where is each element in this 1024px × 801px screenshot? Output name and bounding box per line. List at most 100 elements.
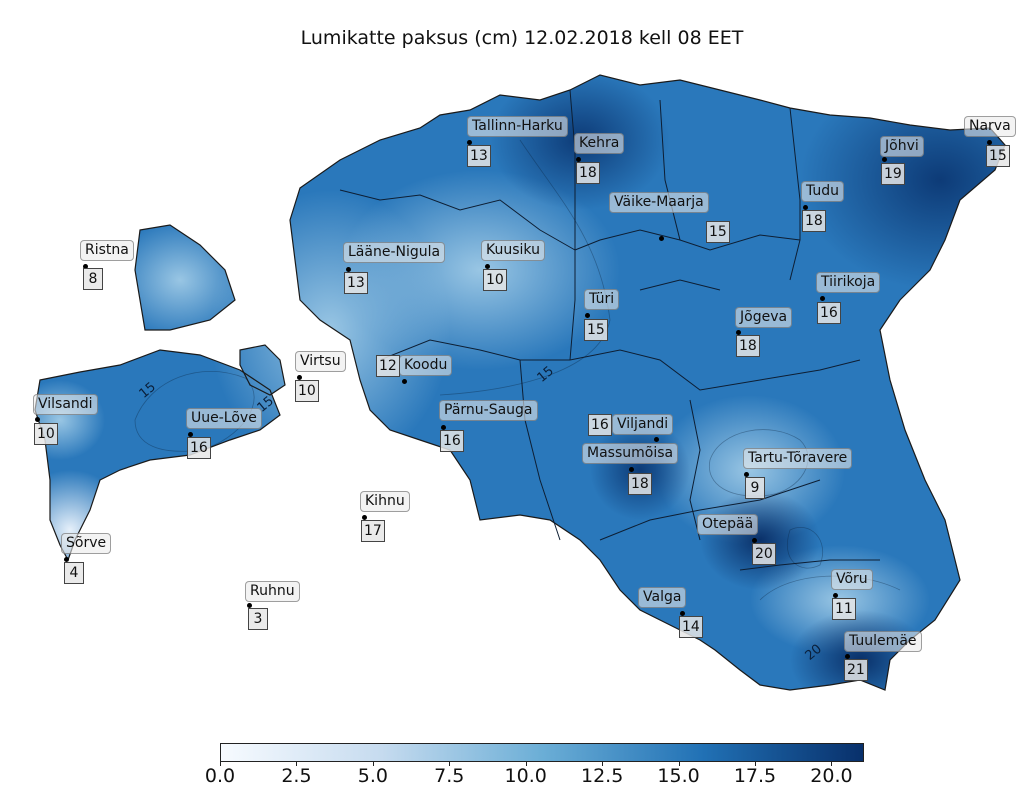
station-value: 16 [588,414,612,436]
station-name: Koodu [399,355,453,376]
station-dot [752,538,757,543]
station-dot [485,264,490,269]
station-dot [35,417,40,422]
station-dot [297,375,302,380]
colorbar-tick-label: 10.0 [504,765,547,787]
station-dot [346,267,351,272]
station-dot [820,296,825,301]
colorbar-tick-label: 15.0 [657,765,700,787]
colorbar-tick-label: 7.5 [434,765,465,787]
colorbar-tick-label: 0.0 [204,765,236,787]
station-name: Kehra [574,133,625,154]
station-value: 18 [802,210,826,232]
station-name: Võru [831,569,873,590]
station-value: 19 [881,163,905,185]
station-name: Uue-Lõve [186,408,262,429]
colorbar-tick [602,761,604,766]
station-name: Jõgeva [735,307,793,328]
station-value: 16 [187,437,211,459]
station-dot [188,432,193,437]
station-name: Tudu [801,181,845,202]
station-name: Türi [584,289,620,310]
station-name: Massumõisa [582,443,679,464]
station-dot [803,205,808,210]
station-name: Tallinn-Harku [467,116,568,137]
station-dot [362,515,367,520]
colorbar-tick [755,761,756,766]
station-name: Pärnu-Sauga [439,400,538,421]
station-value: 11 [832,598,856,620]
colorbar-tick [296,761,298,766]
station-name: Virtsu [295,351,346,372]
station-dot [845,654,850,659]
colorbar-tick [220,761,221,766]
station-name: Otepää [697,514,759,535]
contour-lines [134,139,901,601]
colorbar-tick-label: 5.0 [357,765,388,787]
station-value: 17 [361,520,385,542]
station-name: Tuulemäe [844,631,922,652]
station-value: 10 [34,423,58,445]
station-dot [659,236,664,241]
station-value: 16 [817,302,841,324]
station-name: Sõrve [61,533,112,554]
station-name: Vilsandi [33,394,98,415]
station-value: 18 [576,162,600,184]
station-dot [247,603,252,608]
station-value: 10 [483,269,507,291]
station-name: Ruhnu [245,581,300,602]
station-dot [744,472,749,477]
station-dot [629,467,634,472]
station-value: 18 [628,473,652,495]
station-name: Tartu-Tõravere [743,448,853,469]
station-dot [987,140,992,145]
colorbar-tick-label: 20.0 [810,765,853,787]
colorbar [220,743,864,762]
station-dot [736,330,741,335]
colorbar-tick [449,761,451,766]
county-borders [339,89,880,571]
colorbar-tick [831,761,833,766]
station-dot [585,313,590,318]
colorbar-tick [678,761,680,766]
station-name: Tiirikoja [816,272,881,293]
colorbar-tick-label: 12.5 [580,765,624,787]
colorbar-tick [372,761,374,766]
map-title: Lumikatte paksus (cm) 12.02.2018 kell 08… [300,27,744,49]
station-value: 10 [295,380,319,402]
station-dot [576,157,581,162]
station-value: 12 [376,355,400,377]
colorbar-tick-label: 17.5 [733,765,777,787]
station-value: 15 [986,145,1010,167]
station-name: Jõhvi [880,136,924,157]
station-value: 15 [584,319,608,341]
station-dot [441,425,446,430]
station-value: 16 [440,430,464,452]
station-dot [64,557,69,562]
station-value: 8 [83,268,103,290]
coastline [34,74,1006,691]
colorbar-tick [525,761,527,766]
station-dot [83,264,88,269]
station-name: Valga [638,587,687,608]
station-dot [402,379,407,384]
station-value: 15 [706,221,730,243]
station-dot [882,157,887,162]
station-dot [833,593,838,598]
station-value: 21 [844,659,868,681]
station-dot [654,437,659,442]
station-value: 13 [467,145,491,167]
station-name: Kuusiku [481,240,545,261]
station-name: Ristna [80,240,134,261]
station-value: 18 [736,335,760,357]
station-value: 4 [64,562,84,584]
station-name: Kihnu [360,491,410,512]
station-value: 20 [752,543,776,565]
station-value: 14 [679,616,703,638]
station-value: 9 [745,477,765,499]
station-dot [680,611,685,616]
station-value: 13 [344,272,368,294]
station-name: Väike-Maarja [609,192,709,213]
station-dot [467,140,472,145]
station-name: Lääne-Nigula [343,242,446,263]
